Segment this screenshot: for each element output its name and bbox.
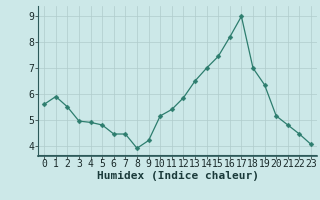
X-axis label: Humidex (Indice chaleur): Humidex (Indice chaleur) [97, 171, 259, 181]
